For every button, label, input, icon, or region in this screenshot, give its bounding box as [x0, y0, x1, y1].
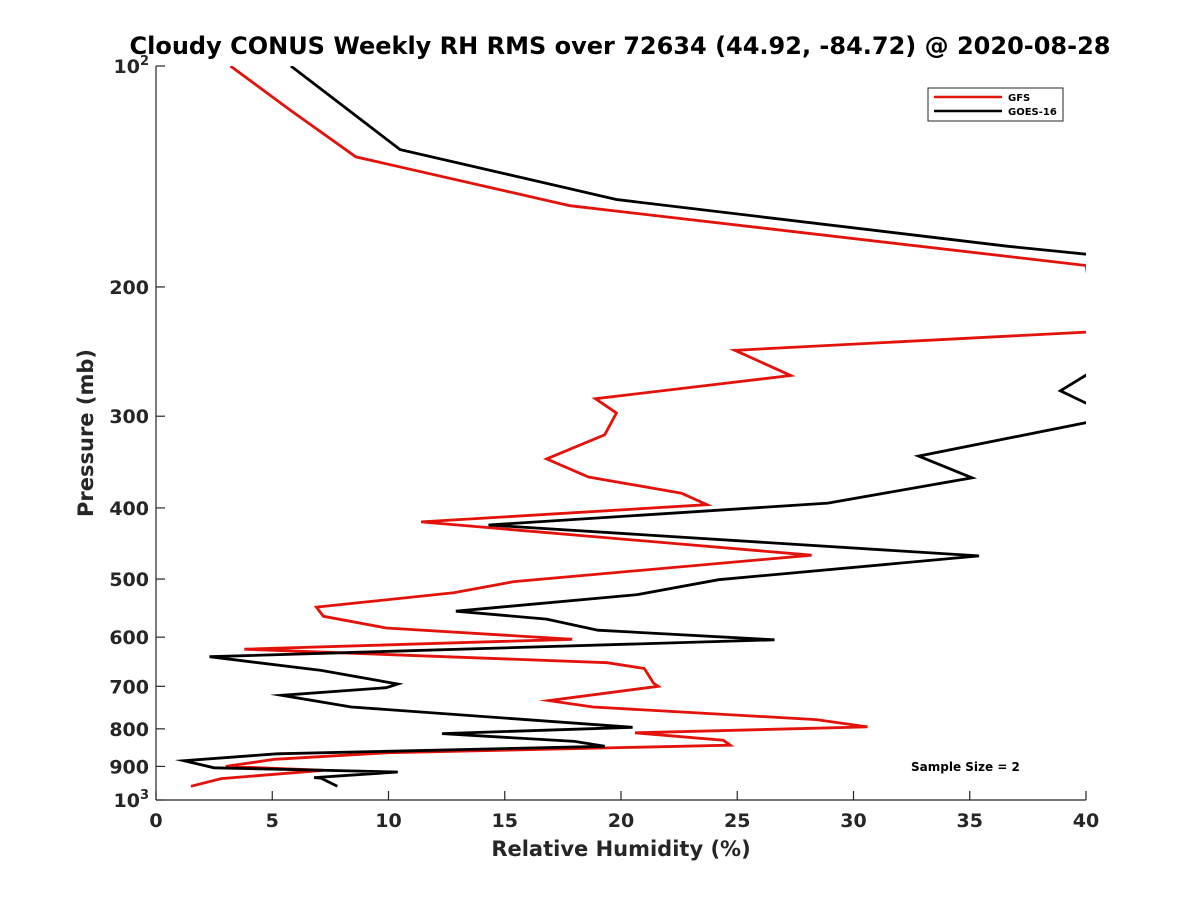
- plot-area: [174, 66, 1086, 788]
- x-tick-label: 25: [724, 810, 750, 832]
- x-tick-label: 35: [957, 810, 983, 832]
- x-tick-label: 20: [608, 810, 634, 832]
- y-tick-label: 600: [109, 627, 149, 649]
- y-tick-label: 900: [109, 756, 149, 778]
- series-line-gfs: [190, 66, 1086, 788]
- y-tick-label: 300: [109, 406, 149, 428]
- x-tick-label: 15: [492, 810, 518, 832]
- y-tick-label: 800: [109, 719, 149, 741]
- x-tick-label: 0: [149, 810, 162, 832]
- sample-size-annotation: Sample Size = 2: [911, 760, 1020, 774]
- x-tick-label: 10: [375, 810, 401, 832]
- y-tick-label: 700: [109, 676, 149, 698]
- y-tick-label: 103: [114, 788, 150, 812]
- x-axis-title: Relative Humidity (%): [491, 837, 750, 861]
- legend: GFS GOES-16: [927, 87, 1064, 122]
- y-tick-label: 102: [114, 54, 150, 78]
- axes: 0 5 10 15 20 25 30 35 40 102 200 300 400 500 600 700 800…: [109, 54, 1099, 832]
- series-line-goes-16: [174, 66, 1086, 788]
- y-axis-title: Pressure (mb): [74, 349, 98, 517]
- legend-label-gfs: GFS: [1008, 93, 1030, 104]
- legend-box: [927, 87, 1064, 122]
- legend-label-goes-16: GOES-16: [1008, 107, 1057, 118]
- y-tick-label: 500: [109, 569, 149, 591]
- chart-title: Cloudy CONUS Weekly RH RMS over 72634 (4…: [130, 32, 1111, 60]
- x-tick-label: 40: [1073, 810, 1099, 832]
- x-tick-label: 30: [840, 810, 866, 832]
- y-tick-label: 200: [109, 277, 149, 299]
- x-tick-label: 5: [266, 810, 279, 832]
- y-tick-label: 400: [109, 498, 149, 520]
